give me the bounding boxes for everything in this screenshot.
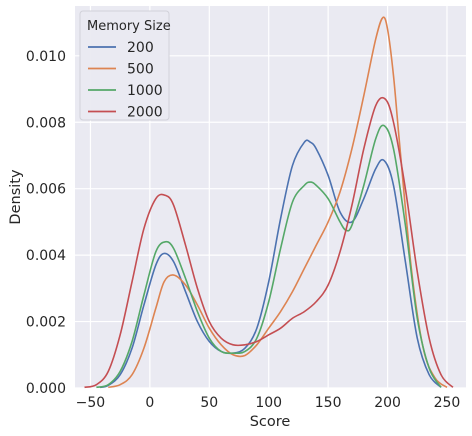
series-line-200 xyxy=(99,139,442,389)
legend: Memory Size 200 500 1000 2000 xyxy=(79,10,171,121)
x-axis-title: Score xyxy=(250,414,291,430)
y-tick-label: 0.008 xyxy=(26,115,66,131)
series-line-2000 xyxy=(84,96,454,389)
x-tick-label: 250 xyxy=(434,395,461,411)
y-tick-label: 0.010 xyxy=(26,49,66,65)
density-curves xyxy=(84,16,454,389)
y-tick-label: 0.006 xyxy=(26,182,66,198)
x-tick-label: 50 xyxy=(200,395,218,411)
legend-title: Memory Size xyxy=(87,19,171,34)
y-tick-label: 0.000 xyxy=(26,381,66,397)
y-tick-label: 0.004 xyxy=(26,248,66,264)
x-tick-labels: −50 0 50 100 150 200 250 xyxy=(76,395,461,411)
x-tick-label: 200 xyxy=(374,395,401,411)
x-tick-label: 150 xyxy=(315,395,342,411)
y-tick-labels: 0.000 0.002 0.004 0.006 0.008 0.010 xyxy=(26,49,66,397)
x-tick-label: 100 xyxy=(255,395,282,411)
legend-label-200: 200 xyxy=(127,40,154,56)
y-axis-title: Density xyxy=(8,169,24,225)
series-line-1000 xyxy=(96,124,442,389)
x-tick-label: −50 xyxy=(76,395,106,411)
legend-label-2000: 2000 xyxy=(127,105,163,121)
series-line-500 xyxy=(108,16,448,389)
legend-box xyxy=(79,10,170,121)
legend-label-1000: 1000 xyxy=(127,83,163,99)
legend-items: 200 500 1000 2000 xyxy=(88,40,163,121)
y-tick-label: 0.002 xyxy=(26,315,66,331)
x-tick-label: 0 xyxy=(145,395,154,411)
legend-label-500: 500 xyxy=(127,62,154,78)
